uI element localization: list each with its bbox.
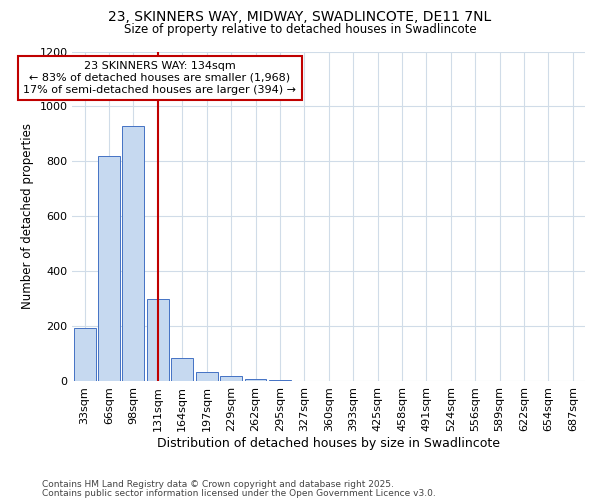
Text: 23 SKINNERS WAY: 134sqm
← 83% of detached houses are smaller (1,968)
17% of semi: 23 SKINNERS WAY: 134sqm ← 83% of detache…	[23, 62, 296, 94]
Bar	[122, 126, 145, 382]
Bar	[269, 380, 291, 382]
Bar	[171, 358, 193, 382]
Text: Contains public sector information licensed under the Open Government Licence v3: Contains public sector information licen…	[42, 488, 436, 498]
Bar	[74, 328, 95, 382]
Bar	[220, 376, 242, 382]
Bar	[245, 378, 266, 382]
X-axis label: Distribution of detached houses by size in Swadlincote: Distribution of detached houses by size …	[157, 437, 500, 450]
Bar	[98, 156, 120, 382]
Text: Contains HM Land Registry data © Crown copyright and database right 2025.: Contains HM Land Registry data © Crown c…	[42, 480, 394, 489]
Text: Size of property relative to detached houses in Swadlincote: Size of property relative to detached ho…	[124, 22, 476, 36]
Bar	[147, 299, 169, 382]
Bar	[293, 380, 316, 382]
Text: 23, SKINNERS WAY, MIDWAY, SWADLINCOTE, DE11 7NL: 23, SKINNERS WAY, MIDWAY, SWADLINCOTE, D…	[109, 10, 491, 24]
Y-axis label: Number of detached properties: Number of detached properties	[21, 124, 34, 310]
Bar	[196, 372, 218, 382]
